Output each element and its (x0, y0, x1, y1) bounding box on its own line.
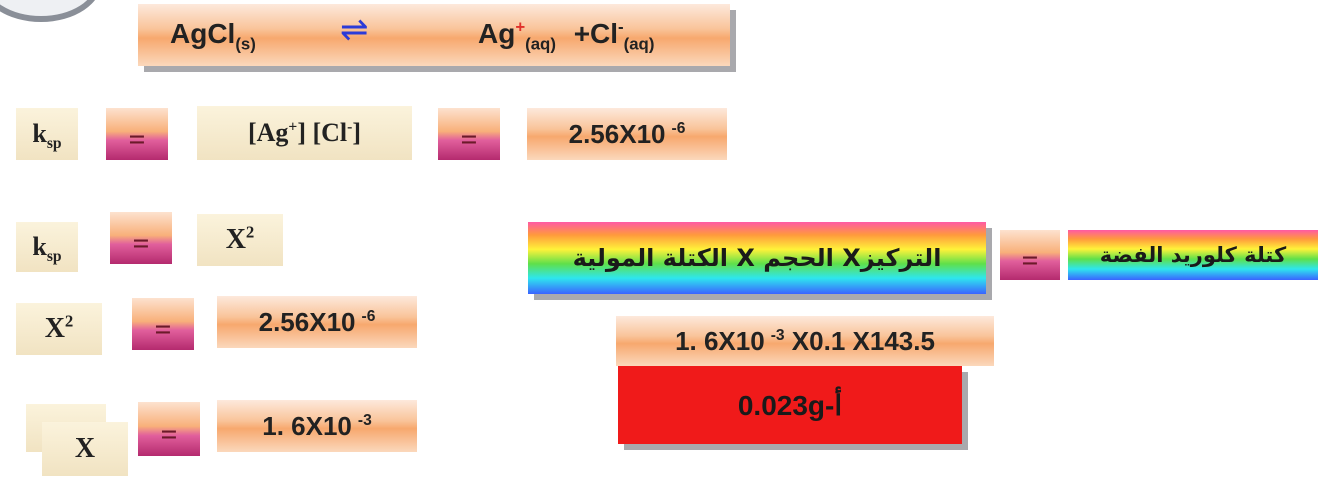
products: Ag+(aq) +Cl-(aq) (478, 17, 655, 54)
x-squared-lhs: X2 (16, 303, 102, 355)
ion-product-expression: [Ag+] [Cl-] (197, 106, 412, 160)
equals-sign-3: = (132, 298, 194, 350)
x-value: 1. 6X10 -3 (217, 400, 417, 452)
mass-formula-box: التركيزX الحجم X الكتلة المولية (528, 222, 986, 294)
equilibrium-equation-banner: AgCl(s) ⇌ Ag+(aq) +Cl-(aq) (138, 4, 730, 66)
x-squared-rhs: X2 (197, 214, 283, 266)
equals-sign-1a: = (106, 108, 168, 160)
ksp-value: 2.56X10 -6 (527, 108, 727, 160)
x-label: X (42, 422, 128, 476)
reactant: AgCl(s) (170, 18, 256, 54)
x-squared-value: 2.56X10 -6 (217, 296, 417, 348)
mass-answer: 0.023g-أ (618, 366, 962, 444)
ksp-label-2: ksp (16, 222, 78, 272)
ksp-label-1: ksp (16, 108, 78, 160)
decorative-circle-fragment (0, 0, 102, 22)
equilibrium-arrow: ⇌ (340, 11, 369, 49)
equals-sign-2: = (110, 212, 172, 264)
equals-sign-4: = (138, 402, 200, 456)
mass-calculation: 1. 6X10 -3 X0.1 X143.5 (616, 316, 994, 366)
mass-equals-sign: = (1000, 230, 1060, 280)
silver-chloride-mass-label: كتلة كلوريد الفضة (1068, 230, 1318, 280)
equals-sign-1b: = (438, 108, 500, 160)
